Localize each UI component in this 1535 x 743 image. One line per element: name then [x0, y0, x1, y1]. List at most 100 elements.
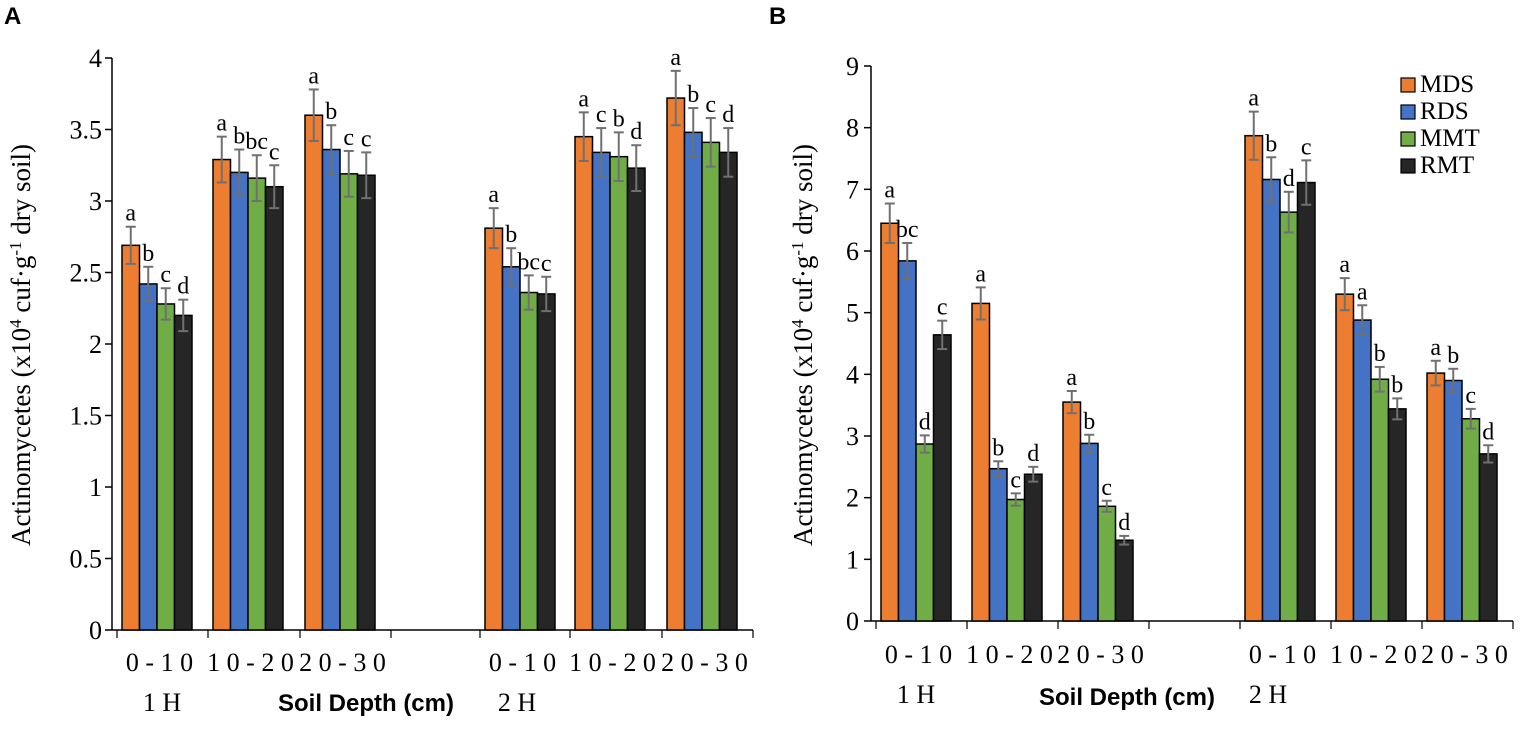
category-label: 0 - 1 0	[489, 648, 556, 677]
legend-swatch-mds	[1400, 77, 1416, 93]
y-title-main: Actinomycetes (x10	[788, 328, 818, 546]
bar-rds	[501, 266, 521, 631]
category-label: 2 0 - 3 0	[661, 648, 748, 677]
significance-letter: b	[687, 82, 699, 108]
category-label: 2 0 - 3 0	[1057, 640, 1144, 669]
legend-label-mmt: MMT	[1420, 125, 1480, 152]
bar-rmt	[536, 293, 556, 631]
bar-rmt	[1387, 408, 1407, 622]
significance-letter: b	[233, 124, 245, 150]
y-title-sup2: -1	[6, 241, 25, 255]
y-title-mid: cuf·g	[6, 256, 36, 320]
significance-letter: d	[630, 119, 642, 145]
significance-letter: b	[1265, 131, 1277, 157]
bar-rds	[138, 283, 158, 631]
significance-letter: d	[1482, 419, 1494, 445]
bar-mds	[304, 114, 324, 631]
bar-rds	[683, 131, 703, 631]
category-label: 0 - 1 0	[885, 640, 952, 669]
bar-rds	[1352, 319, 1372, 622]
significance-letter: a	[670, 45, 681, 71]
significance-letter: a	[308, 63, 319, 89]
y-tick-label: 3	[846, 422, 859, 451]
significance-letter: c	[596, 102, 607, 128]
category-label: 0 - 1 0	[1249, 640, 1316, 669]
x-axis-title: Soil Depth (cm)	[1039, 684, 1215, 711]
legend-swatch-rds	[1400, 104, 1416, 120]
y-axis-title: Actinomycetes (x104 cuf·g-1 dry soil)	[788, 144, 818, 546]
y-tick-label: 0.5	[70, 545, 103, 574]
significance-letter: c	[705, 92, 716, 118]
significance-letter: b	[325, 99, 337, 125]
legend-label-rds: RDS	[1420, 98, 1469, 125]
bar-rmt	[173, 314, 193, 631]
y-title-mid: cuf·g	[788, 256, 818, 320]
significance-letter: a	[488, 182, 499, 208]
y-tick-label: 2.5	[70, 259, 103, 288]
bar-mmt	[1006, 498, 1026, 622]
significance-letter: c	[160, 262, 171, 288]
group-label: 1 H	[143, 688, 182, 717]
bar-rmt	[718, 151, 738, 631]
significance-letter: b	[142, 241, 154, 267]
bar-mmt	[1097, 505, 1117, 622]
y-tick-label: 6	[846, 237, 859, 266]
y-tick-label: 5	[846, 299, 859, 328]
significance-letter: c	[541, 251, 552, 277]
y-tick-label: 4	[846, 360, 859, 389]
bar-mds	[1426, 372, 1446, 622]
bar-rds	[988, 467, 1008, 622]
significance-letter: a	[1339, 252, 1350, 278]
significance-letter: c	[1301, 134, 1312, 160]
panel-letter: A	[4, 3, 21, 30]
bar-mmt	[519, 291, 539, 631]
y-tick-label: 1.5	[70, 402, 103, 431]
bar-rds	[1079, 442, 1099, 622]
bar-mds	[971, 302, 991, 622]
legend-swatch-rmt	[1400, 158, 1416, 174]
legend-label-mds: MDS	[1420, 71, 1474, 98]
legend-label-rmt: RMT	[1420, 152, 1474, 179]
bar-mmt	[915, 443, 935, 622]
bar-mds	[666, 97, 686, 631]
bar-rmt	[1023, 473, 1043, 622]
y-title-main: Actinomycetes (x10	[6, 328, 36, 546]
bar-mmt	[1461, 417, 1481, 622]
y-tick-label: 7	[846, 175, 859, 204]
bar-mds	[1244, 134, 1264, 622]
y-tick-label: 4	[89, 44, 102, 73]
bar-rds	[897, 260, 917, 622]
significance-letter: d	[177, 274, 189, 300]
legend-swatch-mmt	[1400, 131, 1416, 147]
y-tick-label: 8	[846, 114, 859, 143]
significance-letter: b	[1083, 409, 1095, 435]
significance-letter: c	[361, 126, 372, 152]
significance-letter: a	[884, 178, 895, 204]
bar-rds	[591, 151, 611, 631]
y-tick-label: 1	[846, 545, 859, 574]
significance-letter: a	[1430, 335, 1441, 361]
bar-mmt	[339, 173, 359, 631]
significance-letter: bc	[245, 129, 268, 155]
significance-letter: b	[1374, 341, 1386, 367]
significance-letter: a	[578, 86, 589, 112]
significance-letter: a	[1357, 279, 1368, 305]
bar-mmt	[156, 303, 176, 631]
bar-mmt	[609, 155, 629, 631]
significance-letter: a	[125, 201, 136, 227]
category-label: 1 0 - 2 0	[1330, 640, 1417, 669]
significance-letter: d	[722, 102, 734, 128]
significance-letter: b	[1447, 343, 1459, 369]
group-label: 2 H	[498, 688, 537, 717]
category-label: 2 0 - 3 0	[1421, 640, 1508, 669]
category-label: 1 0 - 2 0	[569, 648, 656, 677]
y-tick-label: 3	[89, 187, 102, 216]
y-axis-title: Actinomycetes (x104 cuf·g-1 dry soil)	[6, 144, 36, 546]
y-title-end: dry soil)	[788, 144, 818, 242]
significance-letter: b	[1391, 372, 1403, 398]
significance-letter: c	[343, 125, 354, 151]
significance-letter: c	[937, 295, 948, 321]
